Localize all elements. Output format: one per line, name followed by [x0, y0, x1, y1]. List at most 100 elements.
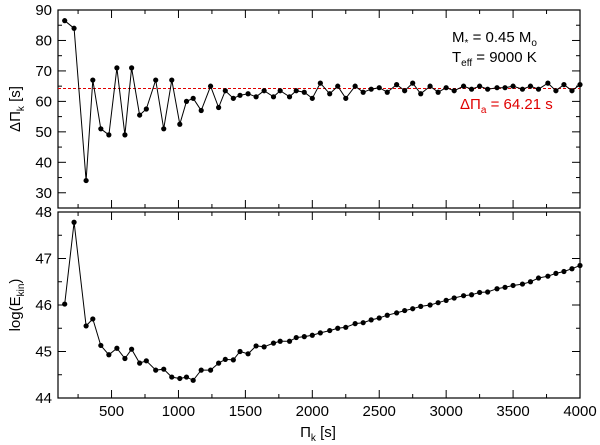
top-series-line	[64, 20, 581, 181]
bottom-data-point	[129, 346, 135, 352]
top-ytick-label: 50	[35, 124, 52, 141]
bottom-data-point	[394, 310, 400, 316]
reference-annotation: ΔΠa = 64.21 s	[460, 96, 553, 116]
bottom-ytick-label: 47	[35, 251, 52, 268]
bottom-data-point	[245, 351, 251, 357]
xtick-label: 2000	[296, 403, 329, 420]
top-ticks: 30 40 50 60 70 80 90	[35, 2, 581, 209]
top-data-point	[561, 82, 567, 88]
bottom-data-point	[443, 297, 449, 303]
bottom-data-point	[352, 321, 358, 327]
top-data-point	[122, 132, 128, 138]
top-data-point	[309, 95, 315, 101]
top-data-point	[114, 65, 120, 71]
bottom-data-point	[376, 315, 382, 321]
top-data-point	[545, 80, 551, 86]
bottom-data-point	[261, 344, 267, 350]
top-data-point	[222, 88, 228, 94]
top-data-point	[394, 82, 400, 88]
bottom-data-point	[494, 286, 500, 292]
top-data-point	[137, 112, 143, 118]
top-ytick-label: 80	[35, 32, 52, 49]
bottom-series-points	[62, 219, 583, 383]
top-data-point	[535, 86, 542, 92]
bottom-data-point	[237, 348, 243, 355]
top-data-point	[510, 83, 516, 89]
top-data-point	[106, 132, 112, 138]
top-data-point	[261, 88, 267, 94]
top-data-point	[468, 86, 475, 92]
bottom-data-point	[198, 367, 204, 373]
top-data-point	[270, 94, 277, 100]
bottom-data-point	[71, 219, 77, 225]
bottom-data-point	[418, 303, 424, 309]
bottom-data-point	[553, 270, 559, 276]
top-data-point	[427, 83, 433, 89]
bottom-ytick-label: 45	[35, 344, 52, 361]
bottom-data-point	[343, 324, 349, 330]
top-data-point	[384, 89, 390, 95]
top-data-point	[368, 86, 374, 92]
top-data-point	[327, 91, 333, 97]
bottom-data-point	[216, 360, 222, 366]
top-data-point	[129, 65, 135, 71]
top-series-points	[62, 18, 583, 184]
top-data-point	[343, 95, 349, 101]
top-data-point	[485, 86, 491, 92]
mass-annotation: M* = 0.45 Mo	[452, 29, 537, 49]
top-data-point	[253, 94, 259, 100]
top-data-point	[460, 83, 467, 89]
top-data-point	[477, 83, 483, 89]
top-data-point	[62, 18, 68, 24]
bottom-data-point	[477, 289, 483, 296]
bottom-ytick-label: 48	[35, 204, 52, 221]
top-ytick-label: 90	[35, 2, 52, 19]
bottom-panel-frame	[57, 211, 581, 399]
top-data-point	[502, 85, 508, 91]
bottom-data-point	[545, 273, 551, 279]
top-data-point	[90, 77, 96, 83]
bottom-data-point	[277, 338, 283, 344]
bottom-data-point	[427, 302, 433, 308]
bottom-data-point	[222, 356, 228, 363]
top-data-point	[443, 85, 449, 91]
x-axis-label: Πk [s]	[300, 424, 336, 444]
bottom-data-point	[253, 343, 259, 349]
top-ytick-label: 30	[35, 185, 52, 202]
top-data-point	[169, 77, 175, 83]
top-data-point	[494, 85, 500, 91]
bottom-data-point	[143, 358, 149, 364]
xtick-label: 500	[99, 403, 124, 420]
bottom-data-point	[410, 306, 416, 312]
bottom-data-point	[90, 316, 96, 322]
xtick-label: 3500	[496, 403, 529, 420]
top-data-point	[230, 95, 236, 101]
top-data-point	[161, 126, 167, 132]
bottom-data-point	[451, 295, 457, 301]
top-data-point	[451, 88, 457, 94]
top-data-point	[410, 80, 416, 86]
bottom-data-point	[317, 330, 323, 336]
top-data-point	[352, 83, 358, 89]
bottom-data-point	[527, 279, 534, 285]
bottom-data-point	[83, 323, 89, 329]
top-data-point	[216, 104, 222, 111]
top-data-point	[553, 88, 559, 94]
bottom-series-line	[64, 222, 581, 381]
top-data-point	[245, 91, 251, 97]
bottom-data-point	[360, 320, 366, 326]
bottom-data-point	[106, 352, 112, 358]
bottom-data-point	[122, 355, 128, 362]
top-data-point	[301, 89, 307, 95]
top-data-point	[277, 88, 283, 94]
bottom-data-point	[569, 266, 575, 272]
bottom-ticks: 44 45 46 47 48 500 1000 1500 2000 2500 3000 3500 400…	[35, 204, 596, 420]
bottom-data-point	[301, 334, 307, 340]
bottom-data-point	[519, 281, 526, 287]
xtick-label: 3000	[429, 403, 462, 420]
top-data-point	[98, 126, 104, 132]
bottom-data-point	[368, 317, 374, 323]
bottom-data-point	[468, 292, 475, 298]
top-data-point	[207, 83, 214, 89]
bottom-data-point	[460, 293, 467, 299]
